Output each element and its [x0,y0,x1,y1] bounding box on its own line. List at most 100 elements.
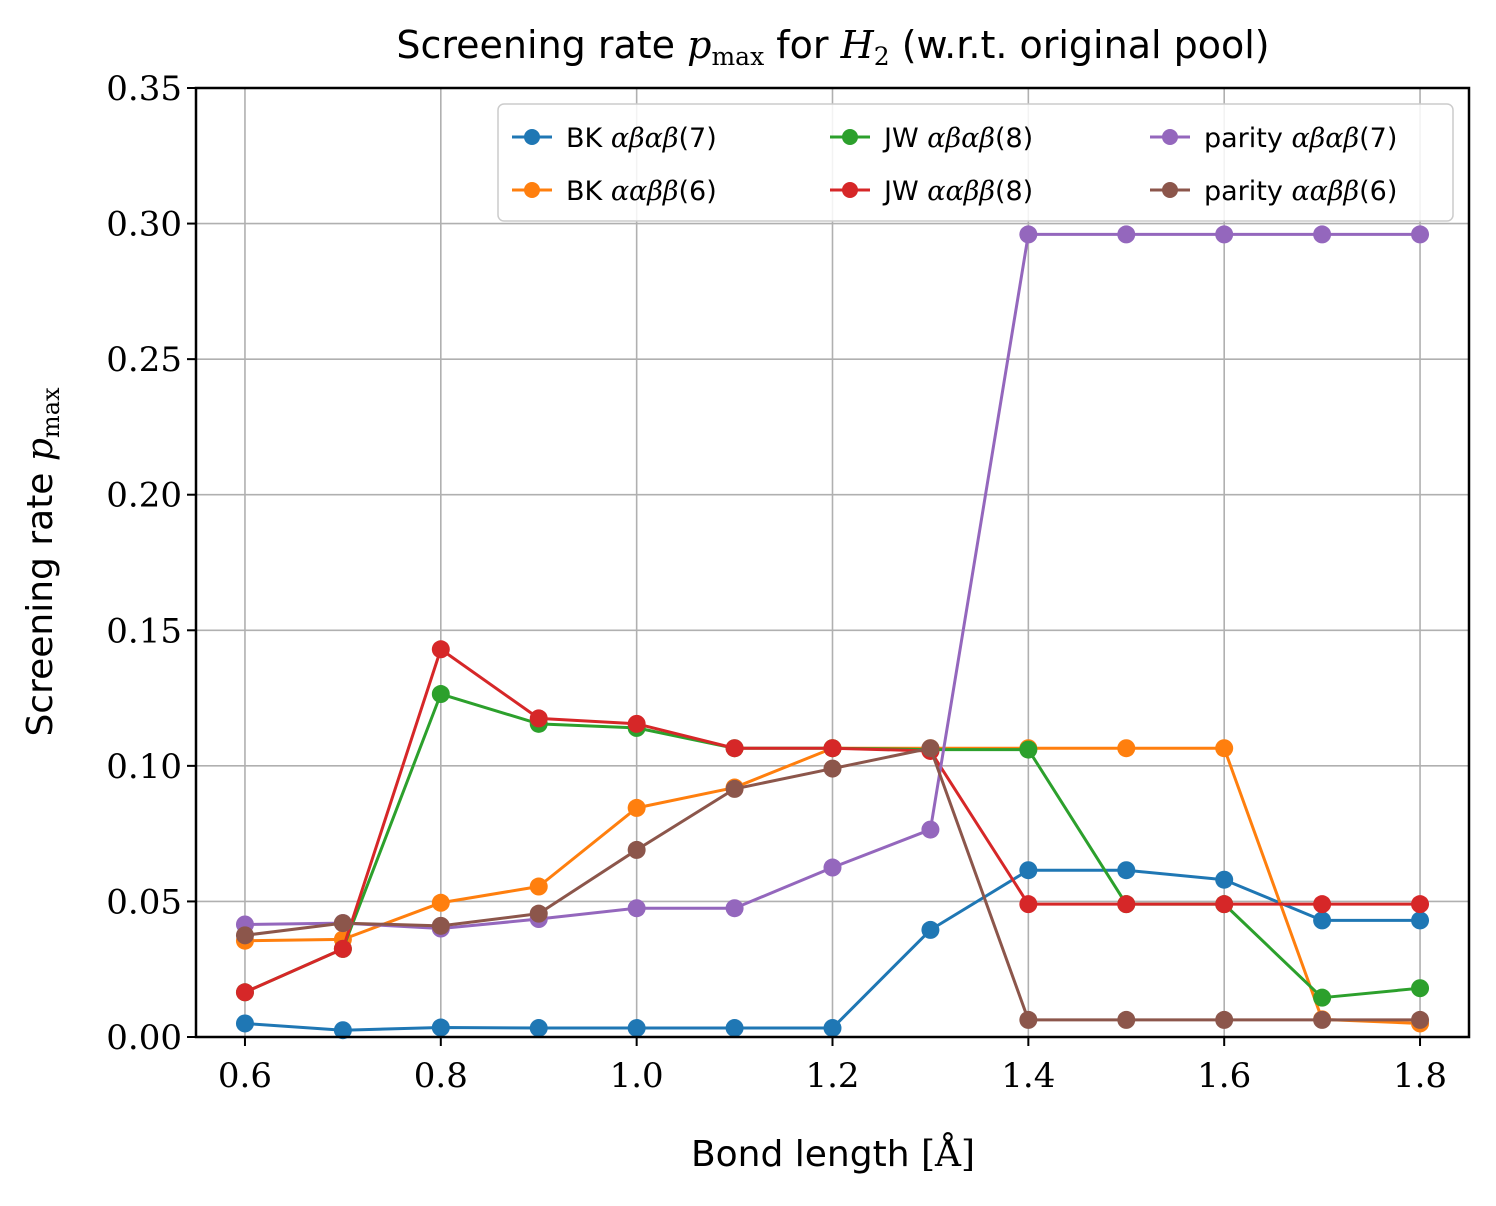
legend: BK αβαβ(7)BK ααββ(6)JW αβαβ(8)JW ααββ(8)… [497,103,1454,222]
legend-label: BK ααββ(6) [566,176,717,207]
data-point [431,893,450,912]
legend-label-prefix: BK [566,176,611,207]
y-tick-label: 0.25 [106,340,182,380]
title-p-subscript: max [711,42,764,71]
y-tick-label: 0.15 [106,611,182,651]
legend-label-math: αβαβ [1291,123,1359,154]
legend-label-suffix: (8) [995,176,1033,207]
legend-marker [1162,182,1178,198]
data-point [333,1021,352,1040]
legend-label-suffix: (6) [679,176,717,207]
data-point [823,1019,842,1038]
legend-label-math: ααββ [611,176,679,207]
x-tick-label: 0.6 [218,1056,272,1096]
data-point [1117,225,1136,244]
data-point [1411,911,1430,930]
data-point [1117,1010,1136,1029]
data-point [1313,988,1332,1007]
data-point [431,685,450,704]
xlabel-text: Bond length [691,1134,921,1175]
x-tick-label: 1.2 [805,1056,859,1096]
data-point [627,714,646,733]
series-3 [235,640,1430,1002]
data-point [1411,225,1430,244]
xlabel-unit: [Å] [921,1133,975,1175]
series-5 [235,739,1430,1029]
x-tick-label: 1.6 [1197,1056,1251,1096]
data-point [1117,861,1136,880]
title-h-symbol: H [840,23,875,67]
ylabel-text: Screening rate [20,461,61,736]
legend-marker [1162,129,1178,145]
ylabel-p-subscript: max [37,387,65,438]
data-point [725,1019,744,1038]
data-point [921,820,940,839]
legend-label: JW ααββ(8) [882,176,1033,207]
grid [196,87,1469,1038]
legend-label: JW αβαβ(8) [882,123,1033,154]
data-point [1215,225,1234,244]
data-point [1313,911,1332,930]
legend-box [497,103,1454,222]
data-point [627,840,646,859]
data-point [1019,1010,1038,1029]
data-point [1411,1010,1430,1029]
data-point [921,920,940,939]
y-tick-label: 0.05 [106,882,182,922]
legend-marker [842,182,858,198]
data-point [235,926,254,945]
legend-item: parity αβαβ(7) [1150,123,1397,154]
legend-label-suffix: (8) [995,123,1033,154]
data-point [1117,895,1136,914]
title-h-subscript: 2 [874,42,890,71]
data-point [1019,861,1038,880]
data-point [431,916,450,935]
data-point [529,1019,548,1038]
legend-label: parity ααββ(6) [1204,176,1397,207]
data-point [627,798,646,817]
series-layer [235,225,1430,1040]
y-tick-label: 0.20 [106,476,182,516]
data-point [529,904,548,923]
data-point [1019,740,1038,759]
legend-label-prefix: parity [1204,176,1291,207]
x-tick-label: 1.4 [1001,1056,1055,1096]
data-point [333,939,352,958]
legend-label-math: ααββ [1291,176,1359,207]
data-point [1215,895,1234,914]
y-tick-label: 0.00 [106,1018,182,1058]
data-point [431,640,450,659]
chart-title: Screening rate pmax for H2 (w.r.t. origi… [396,23,1269,71]
data-point [333,914,352,933]
legend-label-suffix: (6) [1359,176,1397,207]
data-point [529,709,548,728]
data-point [627,1019,646,1038]
data-point [921,739,940,758]
legend-marker [524,182,540,198]
legend-item: JW ααββ(8) [830,176,1033,207]
data-point [1019,895,1038,914]
data-point [823,858,842,877]
data-point [1117,739,1136,758]
y-tick-label: 0.30 [106,205,182,245]
data-point [1411,979,1430,998]
legend-marker [524,129,540,145]
legend-label-suffix: (7) [1359,123,1397,154]
data-point [529,877,548,896]
y-axis-label: Screening rate pmax [20,387,65,737]
data-point [1215,1010,1234,1029]
x-tick-label: 1.8 [1393,1056,1447,1096]
legend-item: BK ααββ(6) [512,176,717,207]
y-tick-label: 0.10 [106,747,182,787]
data-point [1411,895,1430,914]
legend-label-math: αβαβ [611,123,679,154]
data-point [725,779,744,798]
legend-item: JW αβαβ(8) [830,123,1033,154]
legend-label-math: ααββ [927,176,995,207]
x-tick-label: 1.0 [610,1056,664,1096]
data-point [235,983,254,1002]
legend-label: BK αβαβ(7) [566,123,717,154]
data-point [627,899,646,918]
axis-ticks: 0.6 0.8 1.0 1.2 1.4 1.6 1.8 0.00 0.05 0.10 0.15 0.2… [106,69,1447,1096]
